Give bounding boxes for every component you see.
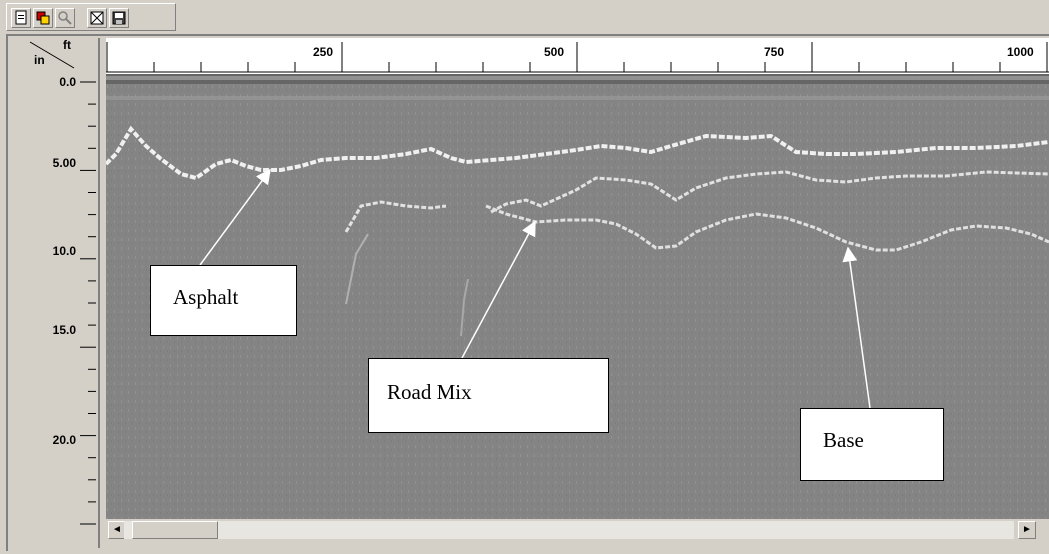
depth-tick-label: 0.0: [59, 75, 76, 89]
asphalt-callout: Asphalt: [150, 265, 297, 336]
depth-tick-label: 10.0: [52, 244, 76, 258]
distance-ruler: 250 500 750 1000: [106, 38, 1049, 74]
distance-tick-label: 250: [313, 45, 334, 59]
depth-tick-label: 20.0: [52, 433, 76, 447]
horizontal-scrollbar: ◄ ►: [106, 519, 1049, 545]
toolbar: [0, 0, 1049, 34]
save-icon[interactable]: [109, 8, 129, 28]
road-mix-layer-reflection: [344, 170, 1049, 233]
ft-unit-label: ft: [63, 38, 71, 52]
base-callout: Base: [800, 408, 944, 481]
ruler-corner: ft in: [10, 38, 98, 74]
new-file-icon[interactable]: [11, 8, 31, 28]
depth-tick-label: 15.0: [52, 323, 76, 337]
distance-tick-label: 1000: [1007, 45, 1034, 59]
in-unit-label: in: [34, 53, 45, 67]
grid-icon[interactable]: [87, 8, 107, 28]
distance-tick-label: 750: [764, 45, 785, 59]
depth-tick-label: 5.00: [52, 156, 76, 170]
scroll-right-button[interactable]: ►: [1018, 521, 1036, 539]
toolbar-group: [6, 3, 176, 31]
scroll-track[interactable]: [124, 521, 1014, 539]
zoom-icon[interactable]: [55, 8, 75, 28]
road-mix-callout: Road Mix: [368, 358, 609, 433]
scroll-thumb[interactable]: [132, 521, 218, 539]
depth-ruler: 0.0 5.00 10.0 15.0 20.0: [10, 74, 98, 548]
distance-tick-label: 500: [544, 45, 565, 59]
ruler-divider: [98, 38, 100, 548]
layers-icon[interactable]: [33, 8, 53, 28]
base-layer-reflection: [485, 204, 1049, 252]
